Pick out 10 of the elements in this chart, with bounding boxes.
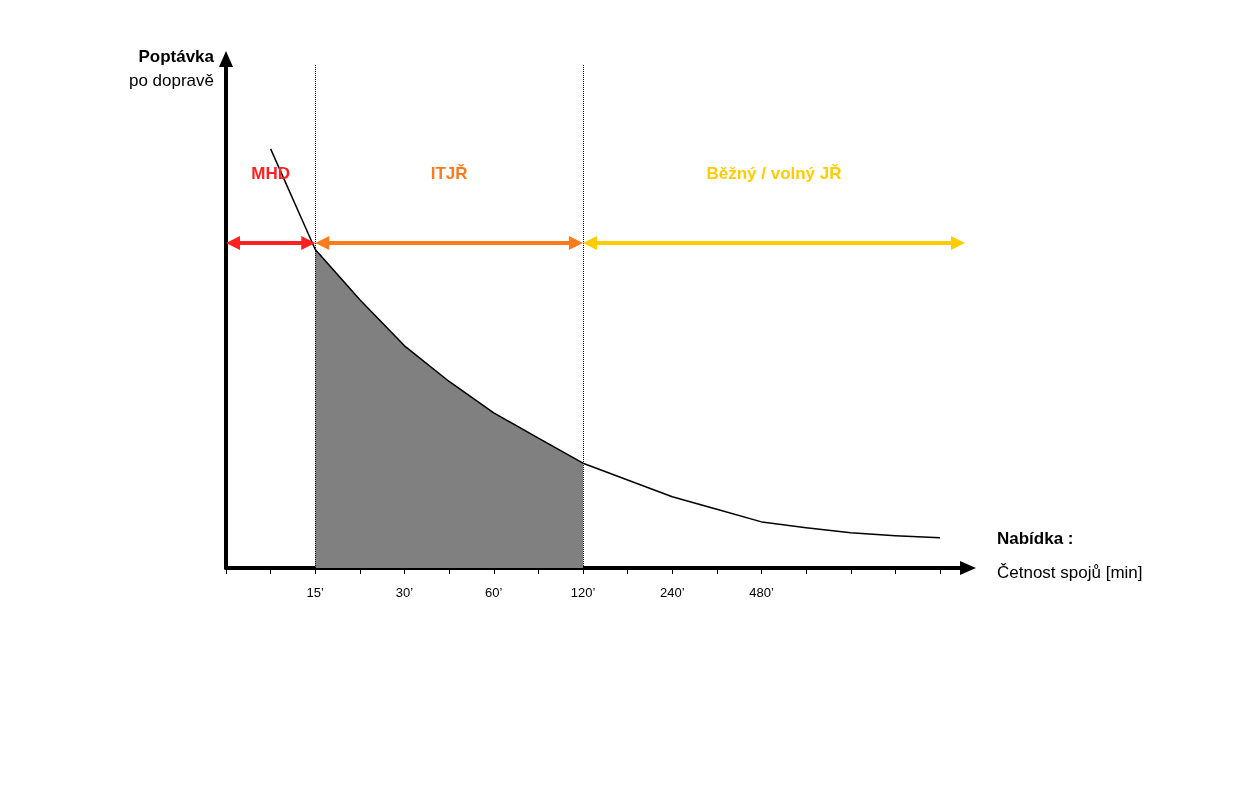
x-tick-label: 15’ [306, 585, 325, 600]
annotation: Běžný / volný JŘ [706, 164, 842, 183]
x-tick-label: 480’ [749, 585, 774, 600]
x-tick-label: 120’ [570, 585, 596, 600]
x-tick-label: 60’ [485, 585, 503, 600]
annotation: ITJŘ [430, 164, 468, 183]
x-axis-title: Nabídka : Četnost spojů [min] [997, 529, 1143, 582]
x-tick-label: 240’ [659, 585, 685, 600]
y-axis-title: Poptávka po dopravě [128, 47, 215, 90]
x-tick-label: 30’ [395, 585, 414, 600]
